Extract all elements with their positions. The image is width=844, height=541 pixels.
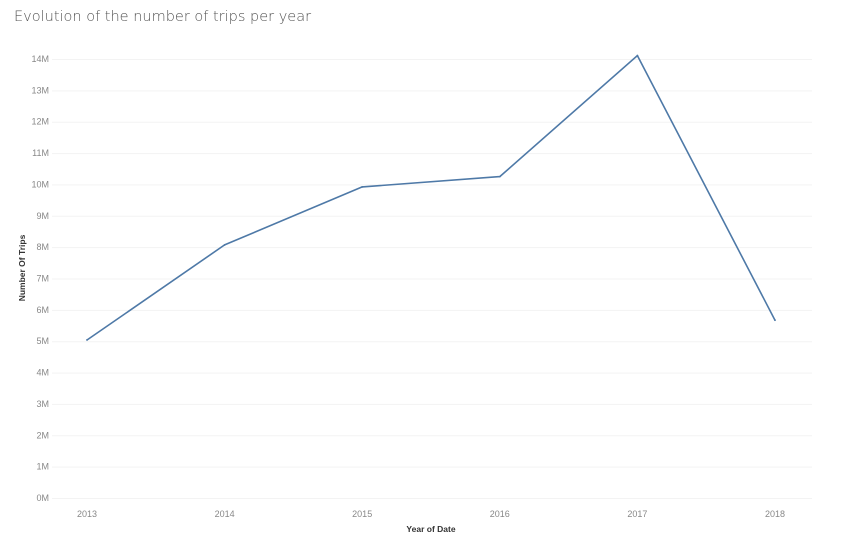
gridlines — [52, 59, 812, 499]
x-axis-ticks: 2013 2014 2015 2016 2017 2018 — [77, 509, 785, 519]
y-tick-label: 5M — [36, 336, 49, 346]
x-tick-label: 2016 — [490, 509, 510, 519]
data-point — [774, 319, 776, 322]
data-point — [86, 339, 88, 341]
y-tick-label: 1M — [36, 462, 49, 472]
x-tick-label: 2014 — [215, 509, 235, 519]
x-tick-label: 2015 — [352, 509, 372, 519]
data-point — [223, 244, 226, 246]
y-axis-label: Number Of Trips — [17, 234, 27, 301]
data-point — [361, 186, 364, 188]
series-layer — [86, 54, 776, 341]
y-tick-label: 13M — [31, 85, 49, 95]
y-tick-label: 4M — [36, 368, 49, 378]
y-tick-label: 11M — [32, 148, 49, 158]
x-axis-label: Year of Date — [406, 524, 455, 534]
y-tick-label: 9M — [36, 211, 49, 221]
x-tick-label: 2018 — [765, 509, 785, 519]
y-tick-label: 0M — [36, 493, 49, 503]
y-tick-label: 10M — [31, 179, 49, 189]
x-tick-label: 2017 — [627, 509, 647, 519]
data-point — [498, 175, 501, 178]
y-tick-label: 2M — [36, 430, 49, 440]
y-tick-label: 14M — [31, 54, 49, 64]
y-tick-label: 12M — [31, 117, 49, 127]
chart-title: Evolution of the number of trips per yea… — [14, 9, 312, 25]
y-tick-label: 3M — [36, 399, 49, 409]
data-point — [636, 54, 639, 57]
x-tick-label: 2013 — [77, 509, 97, 519]
y-tick-label: 7M — [36, 274, 49, 284]
y-axis-ticks: 0M 1M 2M 3M 4M 5M 6M 7M 8M 9M 10M 11M 12M 13M 14M — [31, 54, 49, 503]
y-tick-label: 6M — [36, 305, 49, 315]
series-line — [86, 54, 776, 341]
y-tick-label: 8M — [36, 242, 49, 252]
